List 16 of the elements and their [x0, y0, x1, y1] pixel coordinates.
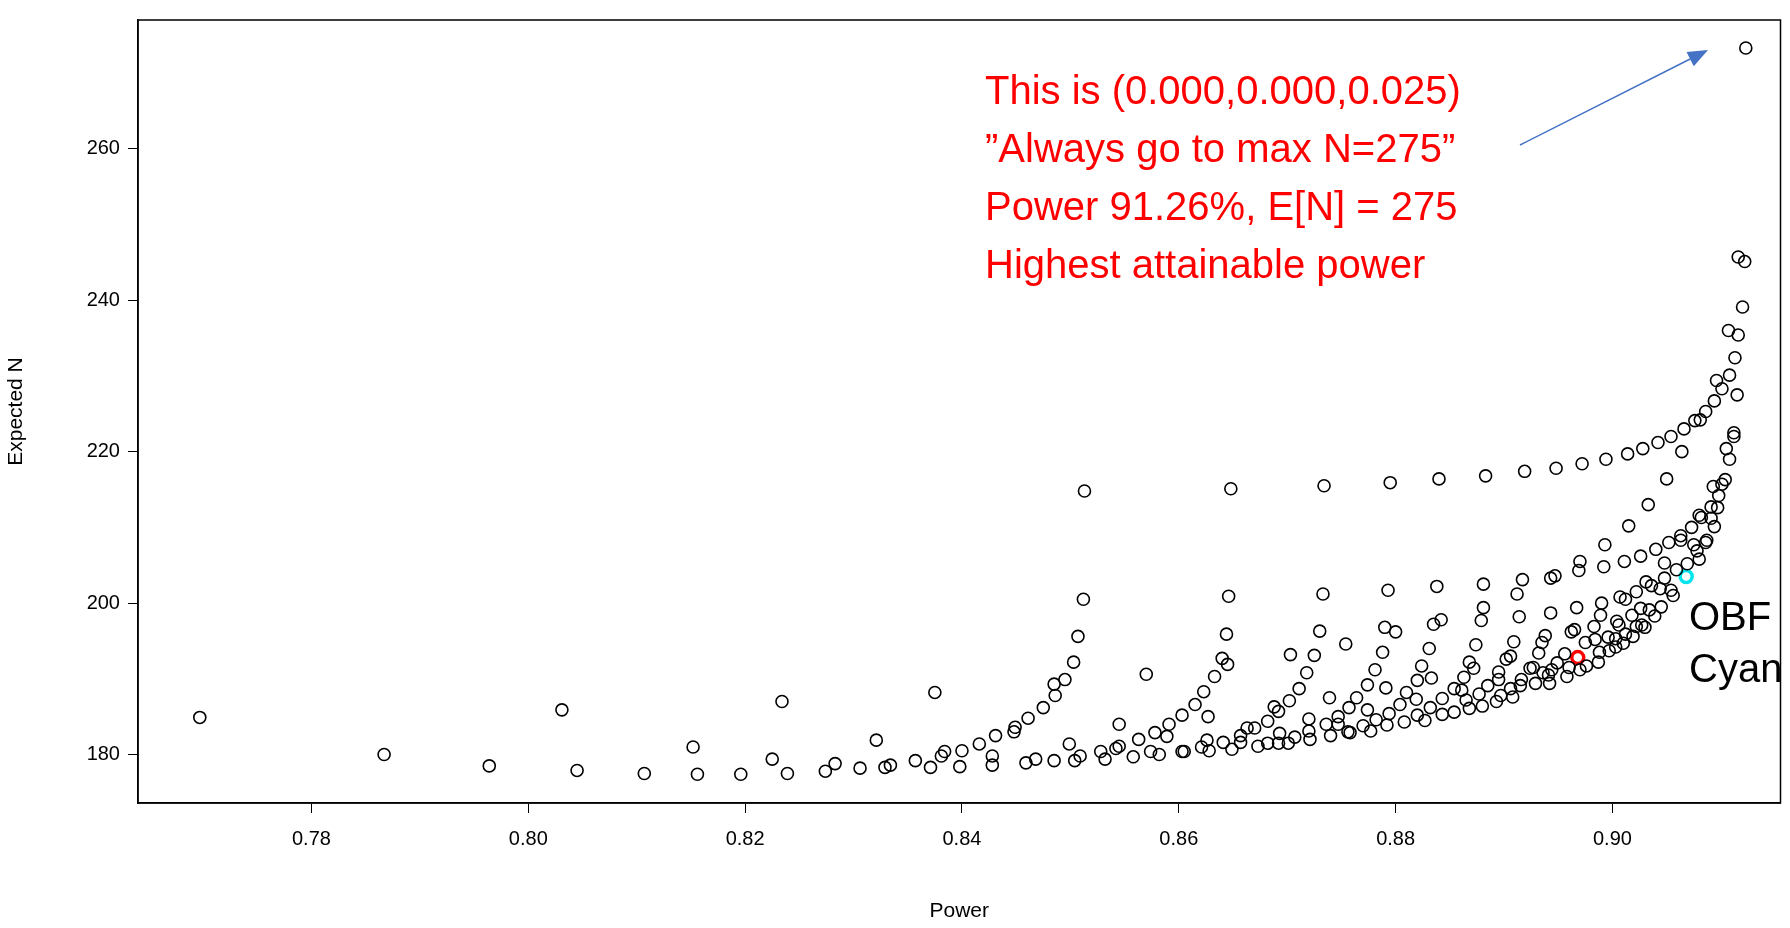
y-axis-title: Expected N	[3, 357, 27, 466]
y-tick-label: 200	[86, 590, 120, 613]
x-tick-label: 0.78	[292, 826, 331, 849]
annotation: OBF Cyan	[1689, 594, 1783, 690]
x-tick-label: 0.90	[1592, 826, 1632, 849]
x-axis-title: Power	[929, 898, 990, 922]
x-tick-label: 0.88	[1376, 826, 1416, 849]
x-tick-label: 0.84	[942, 826, 982, 849]
y-tick-label: 220	[86, 439, 120, 462]
annotation: This is (0.000,0.000,0.025) ”Always go to max N=275” Power 91.26%, E[N] = 275 Highest attainable power	[985, 68, 1461, 286]
x-tick-label: 0.80	[508, 826, 548, 849]
y-tick-label: 260	[86, 136, 120, 159]
x-tick-label: 0.82	[725, 826, 765, 849]
y-tick-label: 180	[86, 742, 120, 765]
y-tick-label: 240	[86, 287, 120, 310]
x-tick-label: 0.86	[1159, 826, 1199, 849]
